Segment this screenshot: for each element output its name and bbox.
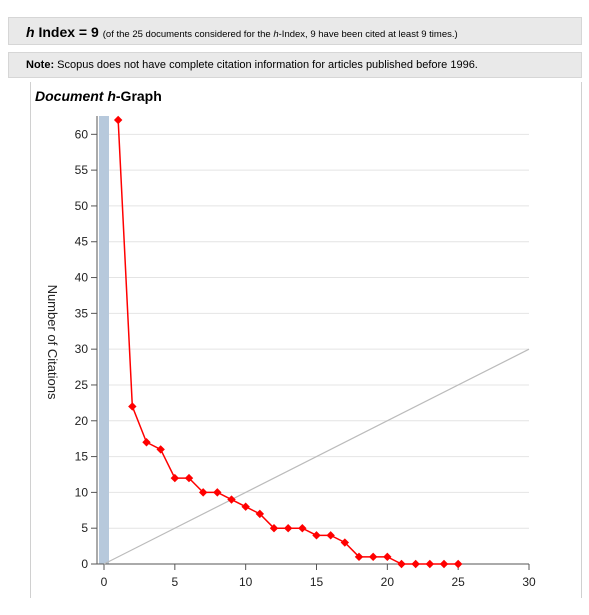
h-index-value: h Index = 9 bbox=[26, 24, 99, 40]
y-tick-label: 40 bbox=[75, 271, 89, 285]
y-tick-label: 25 bbox=[75, 378, 89, 392]
data-point bbox=[454, 560, 462, 568]
x-tick-label: 0 bbox=[101, 575, 108, 589]
y-tick-label: 50 bbox=[75, 199, 89, 213]
y-axis-title: Number of Citations bbox=[45, 285, 60, 400]
data-point bbox=[156, 445, 164, 453]
note-text: Note: Scopus does not have complete cita… bbox=[26, 59, 478, 71]
x-tick-label: 15 bbox=[310, 575, 324, 589]
y-tick-label: 5 bbox=[81, 521, 88, 535]
data-point bbox=[171, 474, 179, 482]
data-point bbox=[128, 402, 136, 410]
y-tick-label: 20 bbox=[75, 414, 89, 428]
data-point bbox=[440, 560, 448, 568]
data-point bbox=[397, 560, 405, 568]
y-tick-label: 45 bbox=[75, 235, 89, 249]
data-point bbox=[114, 116, 122, 124]
x-tick-label: 10 bbox=[239, 575, 253, 589]
x-tick-label: 5 bbox=[171, 575, 178, 589]
h-graph-panel: Document h-Graph 0 5 10 15 20 25 30 35 40 45 50 55 6… bbox=[30, 82, 582, 598]
data-point bbox=[241, 503, 249, 511]
h-index-detail: (of the 25 documents considered for the … bbox=[103, 29, 458, 40]
y-tick-label: 60 bbox=[75, 127, 89, 141]
citation-series-line bbox=[118, 120, 458, 564]
data-point bbox=[326, 531, 334, 539]
h-index-bar bbox=[99, 116, 109, 564]
x-tick-label: 25 bbox=[451, 575, 465, 589]
data-point bbox=[383, 553, 391, 561]
data-point bbox=[312, 531, 320, 539]
data-point bbox=[213, 488, 221, 496]
data-point bbox=[227, 495, 235, 503]
y-tick-label: 30 bbox=[75, 342, 89, 356]
data-point bbox=[298, 524, 306, 532]
y-tick-label: 55 bbox=[75, 163, 89, 177]
data-point bbox=[369, 553, 377, 561]
y-tick-label: 10 bbox=[75, 485, 89, 499]
x-tick-label: 20 bbox=[381, 575, 395, 589]
h-index-panel: h Index = 9 (of the 25 documents consider… bbox=[8, 17, 582, 45]
h-index-summary: h Index = 9 (of the 25 documents consider… bbox=[26, 24, 458, 42]
data-point bbox=[142, 438, 150, 446]
h-graph-chart: 0 5 10 15 20 25 30 35 40 45 50 55 60 0 5 10 15 20 25 30 Numb… bbox=[31, 82, 581, 598]
y-tick-label: 0 bbox=[81, 557, 88, 571]
data-point bbox=[411, 560, 419, 568]
note-panel: Note: Scopus does not have complete cita… bbox=[8, 52, 582, 78]
data-point bbox=[426, 560, 434, 568]
y-tick-label: 15 bbox=[75, 450, 89, 464]
data-point bbox=[284, 524, 292, 532]
y-tick-label: 35 bbox=[75, 306, 89, 320]
x-tick-label: 30 bbox=[522, 575, 536, 589]
